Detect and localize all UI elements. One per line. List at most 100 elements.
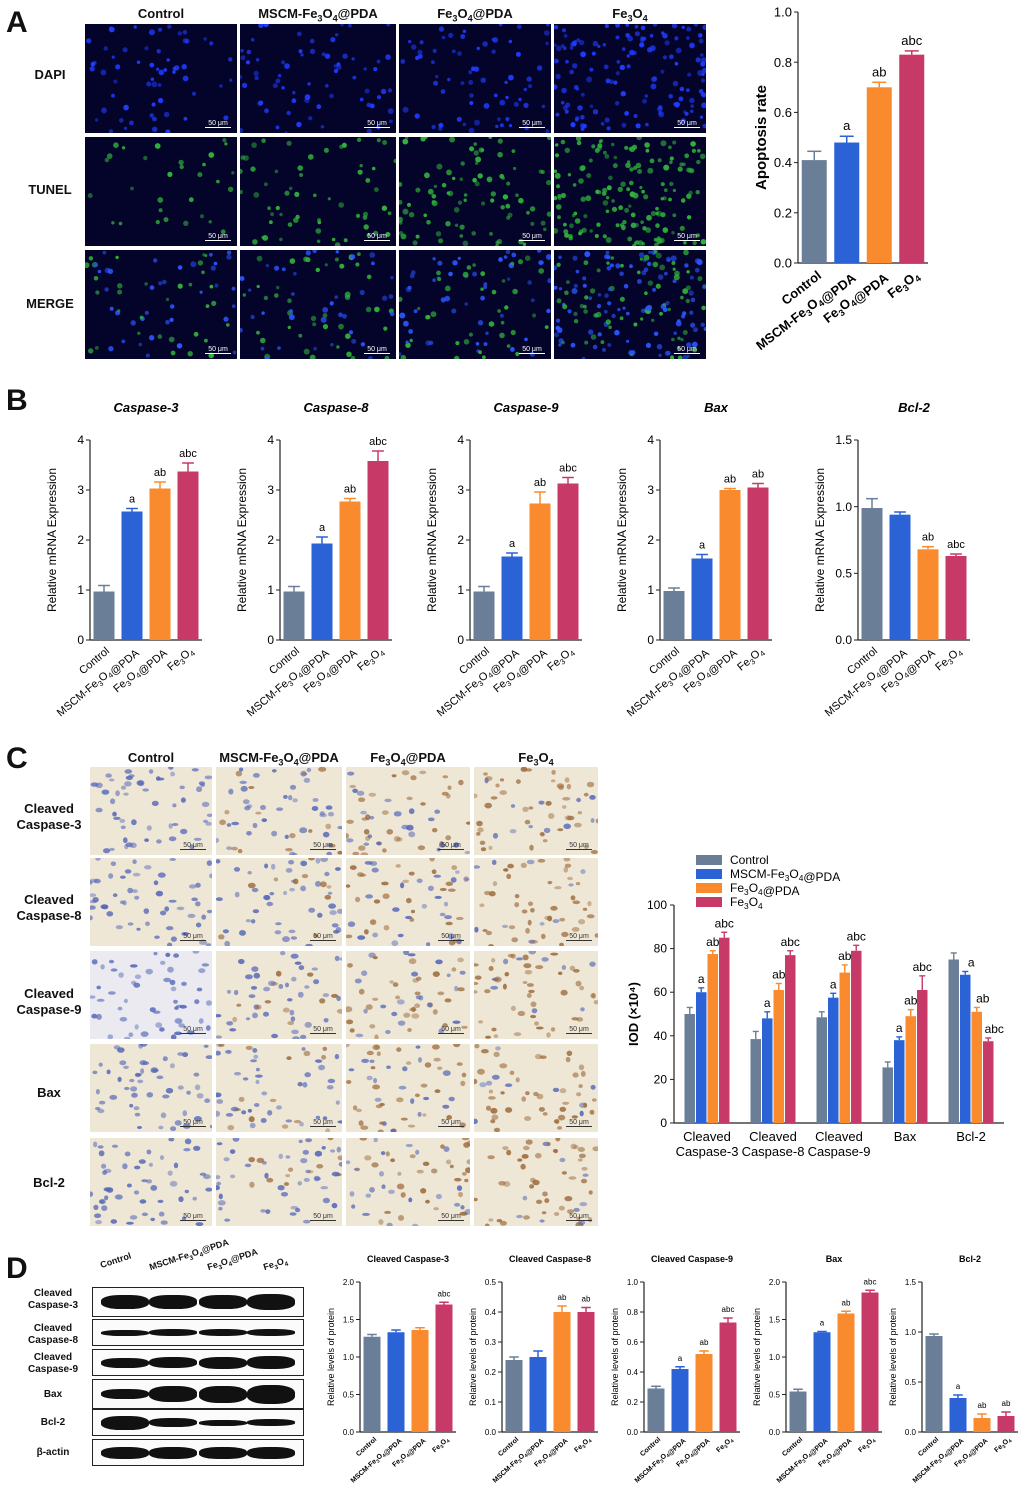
cell-dot (547, 278, 551, 284)
nucleus (271, 830, 278, 837)
cell-dot (591, 51, 596, 56)
bar (960, 974, 971, 1123)
nucleus (255, 1067, 260, 1072)
cell-dot (637, 270, 641, 274)
nucleus (411, 1006, 416, 1013)
nucleus (546, 1142, 551, 1147)
cell-dot (288, 186, 293, 191)
cell-dot (608, 175, 613, 181)
significance-label: a (678, 1354, 683, 1363)
nucleus (113, 1045, 121, 1050)
cell-dot (693, 327, 698, 333)
nucleus (226, 846, 233, 851)
cell-dot (690, 297, 696, 303)
nucleus (573, 969, 580, 973)
nucleus (122, 1163, 128, 1170)
cell-dot (671, 337, 675, 342)
scale-bar-label: 50 μm (313, 1213, 333, 1220)
cell-dot (322, 313, 328, 318)
cell-dot (165, 319, 170, 325)
nucleus (347, 921, 356, 927)
nucleus (349, 784, 356, 789)
cell-dots (554, 250, 706, 359)
nucleus (358, 1120, 364, 1127)
nucleus (139, 1199, 147, 1204)
cell-dot (638, 252, 645, 258)
significance-label: ab (344, 484, 356, 496)
cell-dot (609, 263, 614, 268)
cell-dot (464, 302, 468, 306)
nucleus (91, 959, 98, 965)
nucleus (158, 1125, 164, 1130)
nucleus (182, 1052, 189, 1058)
cell-dot (472, 177, 477, 183)
y-tick-label: 0.2 (627, 1398, 639, 1407)
cell-dot (357, 169, 363, 175)
blot-row-label: Cleaved Caspase-9 (27, 1352, 79, 1375)
nucleus (327, 811, 335, 817)
x-tick-label: Fe3O4 (165, 645, 197, 675)
blot-row (92, 1439, 304, 1466)
blot-row-label: Bax (43, 1389, 63, 1400)
cell-dot (657, 158, 662, 163)
cell-dot (469, 101, 474, 105)
scale-bar-label: 50 μm (313, 842, 333, 849)
nucleus (565, 1056, 571, 1063)
chart-title: Caspase-8 (303, 400, 369, 415)
nucleus (168, 1138, 175, 1142)
nucleus (337, 1120, 342, 1124)
nucleus (555, 1138, 561, 1142)
nucleus (530, 908, 535, 913)
significance-label: ab (842, 1298, 851, 1307)
cell-dot (188, 282, 193, 287)
nucleus (203, 819, 208, 823)
chart-title: Bax (704, 400, 729, 415)
nucleus (400, 882, 405, 889)
nucleus (396, 837, 403, 842)
nucleus (528, 939, 536, 944)
bar (866, 87, 892, 263)
nucleus (260, 1118, 267, 1123)
nucleus (572, 1072, 579, 1078)
cell-dot (223, 316, 229, 322)
cell-dot (650, 83, 657, 90)
bar (529, 503, 551, 640)
cell-dot (441, 182, 447, 188)
nucleus (369, 1024, 376, 1029)
nucleus (515, 1077, 520, 1083)
bar (363, 1336, 381, 1432)
cell-dot (90, 61, 96, 67)
nucleus (126, 1221, 134, 1225)
cell-dot (626, 311, 630, 316)
nucleus (292, 878, 299, 885)
nucleus (408, 958, 417, 965)
nucleus (96, 1013, 102, 1020)
cell-dot (424, 137, 428, 139)
cell-dot (589, 67, 594, 72)
cell-dot (502, 194, 509, 200)
cell-dot (291, 292, 295, 296)
nucleus (307, 972, 314, 977)
cell-dot (240, 327, 243, 333)
nucleus (336, 1008, 342, 1014)
cell-dot (597, 332, 602, 337)
cell-dot (639, 257, 643, 261)
cell-dot (483, 285, 487, 290)
nucleus (457, 987, 465, 992)
nucleus (141, 1212, 148, 1217)
nucleus (579, 1202, 588, 1207)
cell-dot (506, 277, 511, 281)
cell-dot (330, 37, 336, 43)
nucleus (389, 980, 394, 984)
nucleus (205, 1055, 212, 1059)
nucleus (331, 1171, 340, 1177)
cell-dot (546, 308, 551, 314)
nucleus (193, 1116, 202, 1122)
nucleus (326, 851, 332, 855)
cell-dot (351, 338, 357, 344)
nucleus (165, 952, 171, 957)
nucleus (274, 930, 282, 935)
cell-dot (329, 93, 334, 99)
nucleus (162, 1056, 168, 1062)
